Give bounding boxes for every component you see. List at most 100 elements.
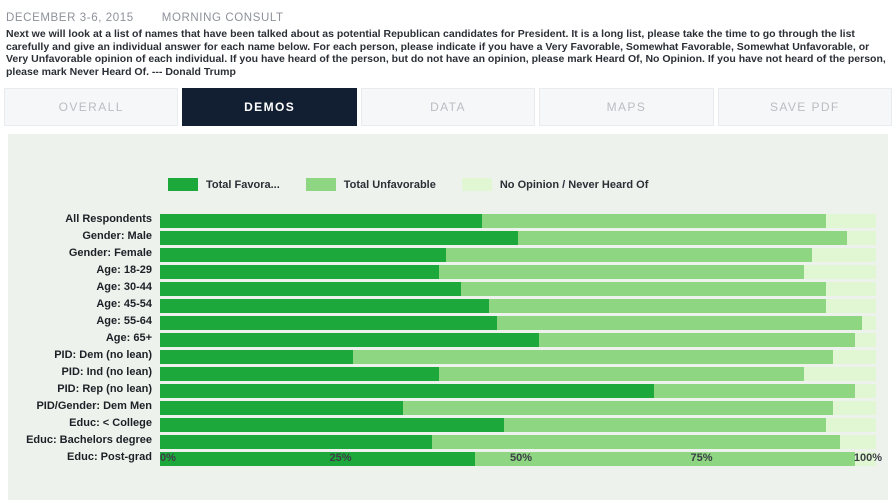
bar-segment-no-opinion-never-heard-of[interactable] (804, 367, 876, 382)
bar-track (160, 231, 876, 246)
bar-row[interactable]: Gender: Male (8, 230, 882, 246)
bar-row-label: PID/Gender: Dem Men (36, 400, 152, 413)
bar-segment-total-favorable[interactable] (160, 282, 461, 297)
bar-segment-total-unfavorable[interactable] (496, 316, 862, 331)
bar-segment-total-favorable[interactable] (160, 367, 440, 382)
bar-row[interactable]: Educ: Bachelors degree (8, 434, 882, 450)
bar-segment-total-unfavorable[interactable] (439, 367, 805, 382)
bar-segment-total-unfavorable[interactable] (432, 435, 841, 450)
bar-track (160, 214, 876, 229)
bar-row[interactable]: All Respondents (8, 213, 882, 229)
legend-item[interactable]: No Opinion / Never Heard Of (461, 178, 648, 192)
bar-segment-total-unfavorable[interactable] (503, 418, 826, 433)
bar-segment-total-unfavorable[interactable] (403, 401, 834, 416)
bar-row[interactable]: PID/Gender: Dem Men (8, 400, 882, 416)
bar-segment-total-unfavorable[interactable] (489, 299, 826, 314)
x-axis-tick-label: 75% (690, 452, 713, 465)
bar-segment-total-unfavorable[interactable] (353, 350, 834, 365)
bar-row[interactable]: Educ: Post-grad (8, 451, 882, 467)
bar-segment-total-favorable[interactable] (160, 435, 433, 450)
bar-track (160, 384, 876, 399)
bar-row-label: Age: 55-64 (96, 315, 152, 328)
bar-rows: All Respondents Gender: Male Gender: Femal… (8, 210, 888, 476)
bar-segment-total-unfavorable[interactable] (460, 282, 826, 297)
poll-date: DECEMBER 3-6, 2015 (6, 12, 134, 24)
bar-segment-total-unfavorable[interactable] (439, 265, 805, 280)
bar-row[interactable]: Age: 65+ (8, 332, 882, 348)
bar-row-label: All Respondents (65, 213, 152, 226)
bar-row-label: Educ: < College (69, 417, 152, 430)
bar-track (160, 333, 876, 348)
bar-segment-no-opinion-never-heard-of[interactable] (825, 418, 876, 433)
bar-segment-total-favorable[interactable] (160, 231, 518, 246)
plot-area: All Respondents Gender: Male Gender: Femal… (8, 210, 888, 476)
x-axis-tick-label: 25% (329, 452, 352, 465)
bar-segment-no-opinion-never-heard-of[interactable] (825, 214, 876, 229)
tab-bar: OVERALL DEMOS DATA MAPS SAVE PDF (0, 88, 896, 128)
legend-item[interactable]: Total Unfavorable (305, 178, 436, 192)
bar-segment-no-opinion-never-heard-of[interactable] (854, 333, 876, 348)
chart-legend: Total Favora... Total Unfavorable No Opini… (168, 178, 648, 192)
bar-segment-total-favorable[interactable] (160, 418, 504, 433)
bar-segment-total-favorable[interactable] (160, 248, 447, 263)
bar-row[interactable]: Gender: Female (8, 247, 882, 263)
bar-segment-no-opinion-never-heard-of[interactable] (833, 350, 876, 365)
legend-swatch-icon (305, 178, 336, 192)
legend-item[interactable]: Total Favora... (168, 178, 280, 192)
bar-row[interactable]: Age: 30-44 (8, 281, 882, 297)
bar-row[interactable]: PID: Dem (no lean) (8, 349, 882, 365)
bar-segment-total-favorable[interactable] (160, 316, 497, 331)
bar-segment-total-unfavorable[interactable] (482, 214, 826, 229)
bar-segment-no-opinion-never-heard-of[interactable] (833, 401, 876, 416)
bar-segment-total-favorable[interactable] (160, 452, 476, 467)
bar-track (160, 401, 876, 416)
bar-segment-no-opinion-never-heard-of[interactable] (840, 435, 876, 450)
bar-row-label: Gender: Male (82, 230, 152, 243)
bar-track (160, 350, 876, 365)
tab-overall[interactable]: OVERALL (4, 88, 179, 127)
bar-segment-no-opinion-never-heard-of[interactable] (811, 248, 876, 263)
bar-segment-no-opinion-never-heard-of[interactable] (854, 384, 876, 399)
bar-segment-total-favorable[interactable] (160, 265, 440, 280)
bar-row[interactable]: PID: Rep (no lean) (8, 383, 882, 399)
legend-swatch-icon (168, 178, 198, 192)
bar-track (160, 248, 876, 263)
bar-segment-total-favorable[interactable] (160, 384, 655, 399)
bar-segment-no-opinion-never-heard-of[interactable] (854, 452, 876, 467)
bar-track (160, 316, 876, 331)
bar-segment-total-favorable[interactable] (160, 350, 354, 365)
bar-segment-no-opinion-never-heard-of[interactable] (825, 282, 876, 297)
bar-segment-no-opinion-never-heard-of[interactable] (804, 265, 876, 280)
bar-row[interactable]: Age: 45-54 (8, 298, 882, 314)
bar-row[interactable]: Age: 55-64 (8, 315, 882, 331)
bar-track (160, 367, 876, 382)
bar-track (160, 265, 876, 280)
bar-segment-total-favorable[interactable] (160, 214, 483, 229)
tab-save-pdf[interactable]: SAVE PDF (717, 88, 893, 127)
bar-segment-total-unfavorable[interactable] (539, 333, 855, 348)
tab-label: MAPS (606, 100, 647, 115)
header-meta: DECEMBER 3-6, 2015 MORNING CONSULT (6, 12, 890, 24)
bar-row[interactable]: Age: 18-29 (8, 264, 882, 280)
x-axis-tick-label: 50% (509, 452, 533, 465)
bar-track (160, 282, 876, 297)
bar-segment-total-favorable[interactable] (160, 401, 404, 416)
bar-segment-total-unfavorable[interactable] (475, 452, 855, 467)
bar-row[interactable]: PID: Ind (no lean) (8, 366, 882, 382)
bar-segment-total-favorable[interactable] (160, 299, 490, 314)
tab-data[interactable]: DATA (360, 88, 536, 127)
bar-segment-no-opinion-never-heard-of[interactable] (861, 316, 876, 331)
tab-maps[interactable]: MAPS (539, 88, 714, 127)
poll-question-text: Next we will look at a list of names tha… (6, 28, 886, 78)
bar-segment-no-opinion-never-heard-of[interactable] (825, 299, 876, 314)
bar-segment-total-favorable[interactable] (160, 333, 540, 348)
bar-row[interactable]: Educ: < College (8, 417, 882, 433)
bar-row-label: Age: 65+ (105, 332, 152, 345)
bar-segment-no-opinion-never-heard-of[interactable] (847, 231, 876, 246)
bar-segment-total-unfavorable[interactable] (654, 384, 855, 399)
tab-demos[interactable]: DEMOS (182, 88, 357, 127)
tab-label: DATA (430, 100, 466, 115)
bar-segment-total-unfavorable[interactable] (518, 231, 848, 246)
legend-label: Total Unfavorable (343, 178, 436, 191)
bar-segment-total-unfavorable[interactable] (446, 248, 812, 263)
